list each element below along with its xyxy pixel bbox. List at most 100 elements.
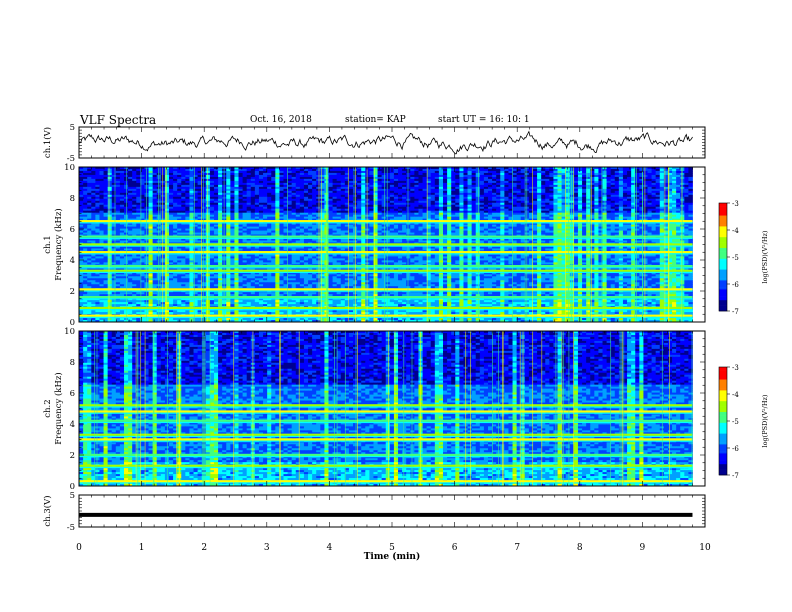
- spectrogram-cell: [263, 202, 268, 206]
- spectrogram-cell: [111, 196, 117, 200]
- spectrogram-cell: [479, 216, 485, 220]
- spectrogram-cell: [148, 186, 154, 190]
- spectrogram-cell: [348, 194, 354, 198]
- spectrogram-cell: [561, 192, 567, 196]
- spectrogram-cell: [504, 204, 509, 208]
- spectrogram-cell: [492, 184, 497, 188]
- spectrogram-cell: [193, 196, 199, 200]
- spectrogram-cell: [414, 212, 419, 216]
- spectrogram-cell: [209, 167, 215, 170]
- spectrogram-cell: [643, 216, 648, 220]
- spectrogram-cell: [594, 174, 599, 178]
- spectrogram-cell: [418, 180, 423, 184]
- spectrogram-cell: [447, 216, 452, 220]
- spectrogram-cell: [87, 198, 92, 202]
- spectrogram-cell: [504, 210, 509, 214]
- spectrogram-cell: [119, 192, 125, 196]
- spectrogram-cell: [545, 192, 550, 196]
- spectrogram-cell: [213, 182, 219, 186]
- spectrogram-cell: [250, 198, 256, 202]
- spectrogram-cell: [455, 196, 460, 200]
- spectrogram-cell: [684, 174, 689, 178]
- spectrogram-cell: [357, 196, 362, 200]
- spectrogram-cell: [606, 178, 612, 182]
- spectrogram-cell: [373, 194, 378, 198]
- spectrogram-cell: [406, 194, 411, 198]
- spectrogram-cell: [303, 168, 309, 172]
- spectrogram-cell: [443, 210, 448, 214]
- spectrogram-cell: [136, 170, 141, 174]
- spectrogram-cell: [667, 216, 673, 220]
- spectrogram-cell: [218, 172, 223, 176]
- spectrogram-cell: [267, 182, 272, 186]
- spectrogram-cell: [168, 212, 174, 216]
- spectrogram-cell: [316, 170, 321, 174]
- spectrogram-cell: [263, 206, 268, 210]
- spectrogram-cell: [614, 186, 620, 190]
- spectrogram-cell: [136, 172, 141, 176]
- spectrogram-cell: [406, 170, 411, 174]
- spectrogram-cell: [635, 210, 640, 214]
- spectrogram-cell: [254, 170, 260, 174]
- spectrogram-cell: [185, 196, 190, 200]
- spectrogram-cell: [177, 202, 182, 206]
- spectrogram-cell: [336, 194, 342, 198]
- spectrogram-cell: [455, 202, 460, 206]
- spectrogram-cell: [557, 210, 562, 214]
- spectrogram-cell: [598, 170, 603, 174]
- spectrogram-cell: [193, 212, 199, 216]
- spectrogram-cell: [197, 218, 203, 222]
- spectrogram-cell: [299, 186, 305, 190]
- spectrogram-cell: [614, 210, 620, 214]
- spectrogram-cell: [610, 194, 616, 198]
- spectrogram-cell: [492, 202, 497, 206]
- spectrogram-cell: [565, 167, 571, 170]
- spectrogram-cell: [348, 210, 354, 214]
- spectrogram-cell: [164, 208, 170, 212]
- spectrogram-cell: [332, 192, 338, 196]
- spectrogram-cell: [639, 180, 644, 184]
- spectrogram-cell: [418, 212, 423, 216]
- spectrogram-cell: [279, 178, 284, 182]
- spectrogram-cell: [197, 178, 203, 182]
- spectrogram-cell: [594, 192, 599, 196]
- spectrogram-cell: [242, 182, 248, 186]
- spectrogram-cell: [573, 172, 579, 176]
- spectrogram-cell: [377, 182, 383, 186]
- spectrogram-cell: [234, 176, 239, 180]
- spectrogram-cell: [295, 186, 301, 190]
- spectrogram-cell: [614, 194, 620, 198]
- spectrogram-cell: [320, 178, 325, 182]
- spectrogram-cell: [316, 168, 321, 172]
- spectrogram-cell: [487, 196, 493, 200]
- spectrogram-cell: [655, 200, 661, 204]
- spectrogram-cell: [218, 216, 223, 220]
- spectrogram-cell: [451, 188, 456, 192]
- spectrogram-cell: [312, 208, 317, 212]
- spectrogram-cell: [230, 176, 235, 180]
- spectrogram-cell: [83, 180, 88, 184]
- spectrogram-cell: [545, 196, 550, 200]
- spectrogram-cell: [312, 168, 317, 172]
- spectrogram-cell: [410, 206, 415, 210]
- spectrogram-cell: [263, 178, 268, 182]
- spectrogram-cell: [676, 176, 681, 180]
- spectrogram-cell: [577, 186, 583, 190]
- spectrogram-cell: [267, 176, 272, 180]
- spectrogram-cell: [250, 180, 256, 184]
- spectrogram-cell: [455, 198, 460, 202]
- spectrogram-cell: [622, 186, 628, 190]
- spectrogram-cell: [279, 216, 284, 220]
- spectrogram-cell: [234, 210, 239, 214]
- spectrogram-cell: [377, 172, 383, 176]
- spectrogram-cell: [369, 168, 374, 172]
- spectrogram-cell: [168, 200, 174, 204]
- spectrogram-cell: [582, 196, 587, 200]
- spectrogram-cell: [230, 167, 235, 170]
- spectrogram-cell: [627, 188, 632, 192]
- spectrogram-cell: [201, 186, 207, 190]
- station-label: station= KAP: [345, 115, 406, 125]
- spectrogram-cell: [238, 204, 243, 208]
- spectrogram-cell: [234, 180, 239, 184]
- spectrogram-cell: [688, 176, 693, 180]
